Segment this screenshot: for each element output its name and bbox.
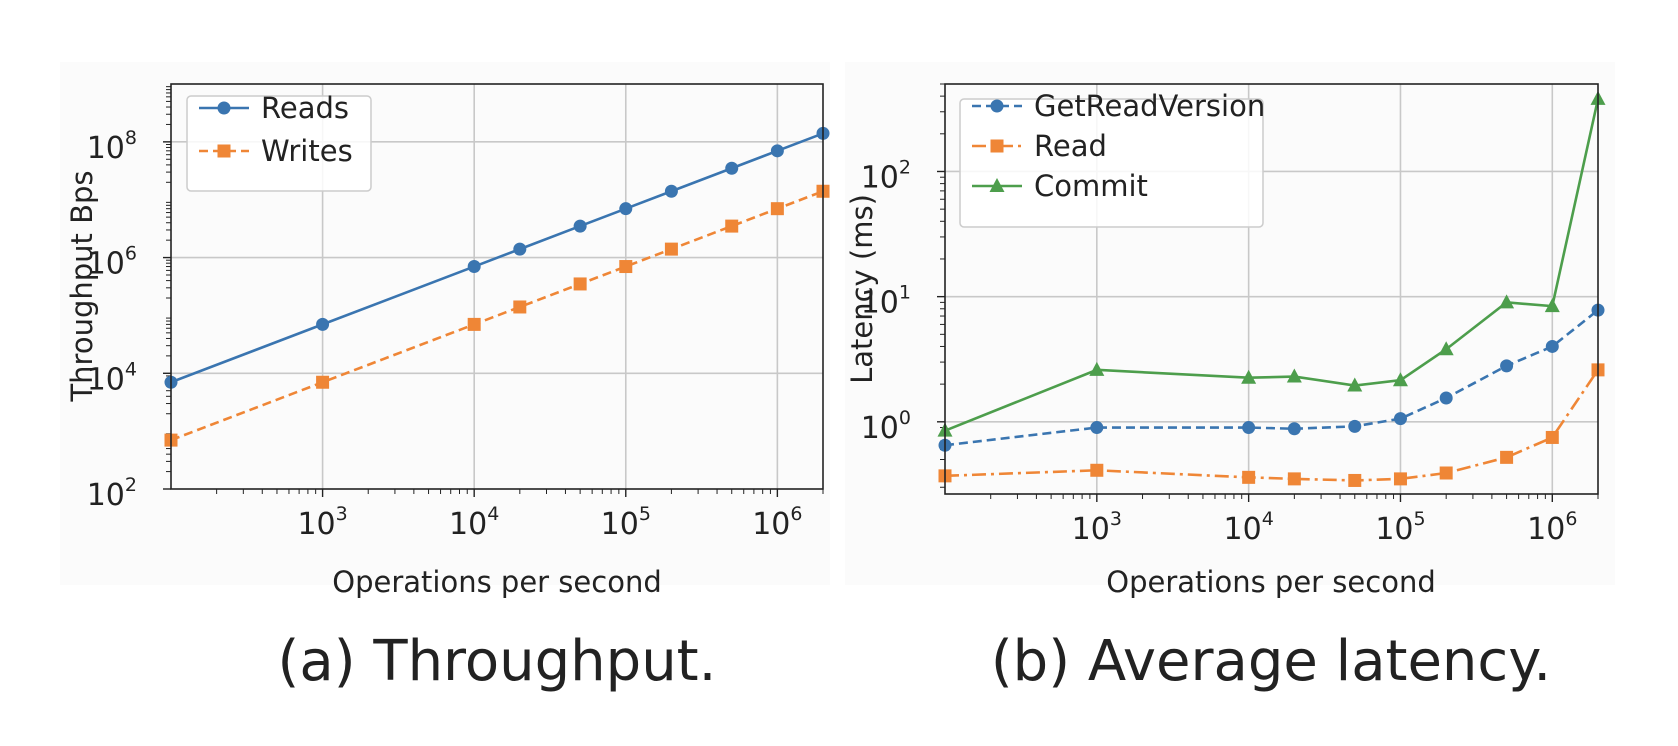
data-point-commit [1438, 341, 1454, 356]
data-point-getreadversion [1242, 421, 1256, 435]
data-point-commit [1286, 368, 1302, 383]
data-point-commit [1499, 294, 1515, 309]
data-point-writes [513, 300, 527, 314]
data-point-reads [467, 260, 481, 274]
series-line-reads [170, 132, 824, 384]
legend-box [186, 95, 372, 192]
data-point-read [1545, 430, 1559, 444]
data-point-commit [1089, 361, 1105, 376]
legend-marker [990, 139, 1004, 153]
data-point-commit [1544, 298, 1560, 313]
legend-label: GetReadVersion [1034, 89, 1265, 123]
x-tick-label: 105 [601, 503, 651, 542]
data-point-read [1500, 450, 1514, 464]
data-point-commit [1241, 369, 1257, 384]
legend-marker [217, 101, 231, 115]
data-point-read [1393, 472, 1407, 486]
data-point-reads [513, 242, 527, 256]
legend-label: Read [1034, 129, 1107, 163]
x-tick-label: 106 [1527, 508, 1577, 547]
data-point-reads [770, 144, 784, 158]
data-point-getreadversion [1439, 391, 1453, 405]
data-point-read [1242, 470, 1256, 484]
data-point-getreadversion [1090, 421, 1104, 435]
series-getreadversion [938, 303, 1605, 452]
data-point-getreadversion [1287, 422, 1301, 436]
legend-item-reads: Reads [199, 91, 349, 125]
series-line-commit [944, 98, 1600, 432]
data-point-getreadversion [1393, 412, 1407, 426]
data-point-read [1348, 473, 1362, 487]
data-point-writes [573, 277, 587, 291]
legend-item-writes: Writes [199, 134, 353, 168]
data-point-writes [316, 375, 330, 389]
legend-marker [990, 99, 1004, 113]
data-point-writes [467, 317, 481, 331]
legend-item-read: Read [972, 129, 1107, 163]
data-point-read [1439, 466, 1453, 480]
series-line-getreadversion [944, 309, 1599, 447]
legend-item-getreadversion: GetReadVersion [972, 89, 1265, 123]
caption-latency: (b) Average latency. [991, 629, 1551, 694]
series-read [938, 363, 1605, 487]
series-line-writes [170, 190, 824, 442]
legend-item-commit: Commit [972, 169, 1148, 203]
data-point-getreadversion [1545, 339, 1559, 353]
data-point-reads [619, 202, 633, 216]
x-tick-label: 106 [752, 503, 802, 542]
data-point-reads [725, 161, 739, 175]
data-point-getreadversion [1348, 419, 1362, 433]
legend-marker [989, 178, 1005, 192]
data-point-writes [664, 242, 678, 256]
legend: Reads Writes [186, 91, 372, 192]
y-axis-label: Latency (ms) [845, 194, 879, 384]
data-point-commit [1392, 372, 1408, 387]
data-point-reads [316, 317, 330, 331]
data-point-writes [770, 202, 784, 216]
series-writes [164, 184, 830, 447]
series-line-read [944, 369, 1600, 482]
data-point-reads [573, 219, 587, 233]
legend: GetReadVersion Read Commit [959, 89, 1265, 228]
data-point-read [1090, 463, 1104, 477]
data-point-commit [1347, 377, 1363, 392]
legend-label: Writes [261, 134, 353, 168]
data-point-getreadversion [1500, 359, 1514, 373]
legend-label: Commit [1034, 169, 1148, 203]
legend-label: Reads [261, 91, 349, 125]
data-point-writes [619, 260, 633, 274]
data-point-reads [664, 184, 678, 198]
data-point-writes [725, 219, 739, 233]
y-axis-label: Throughput Bps [65, 170, 99, 402]
legend-marker [217, 144, 231, 158]
x-axis-label: Operations per second [1106, 565, 1435, 599]
data-point-read [1287, 472, 1301, 486]
series-reads [164, 126, 830, 389]
caption-throughput: (a) Throughput. [278, 629, 717, 694]
x-axis-label: Operations per second [332, 565, 661, 599]
legend-box [959, 98, 1264, 228]
